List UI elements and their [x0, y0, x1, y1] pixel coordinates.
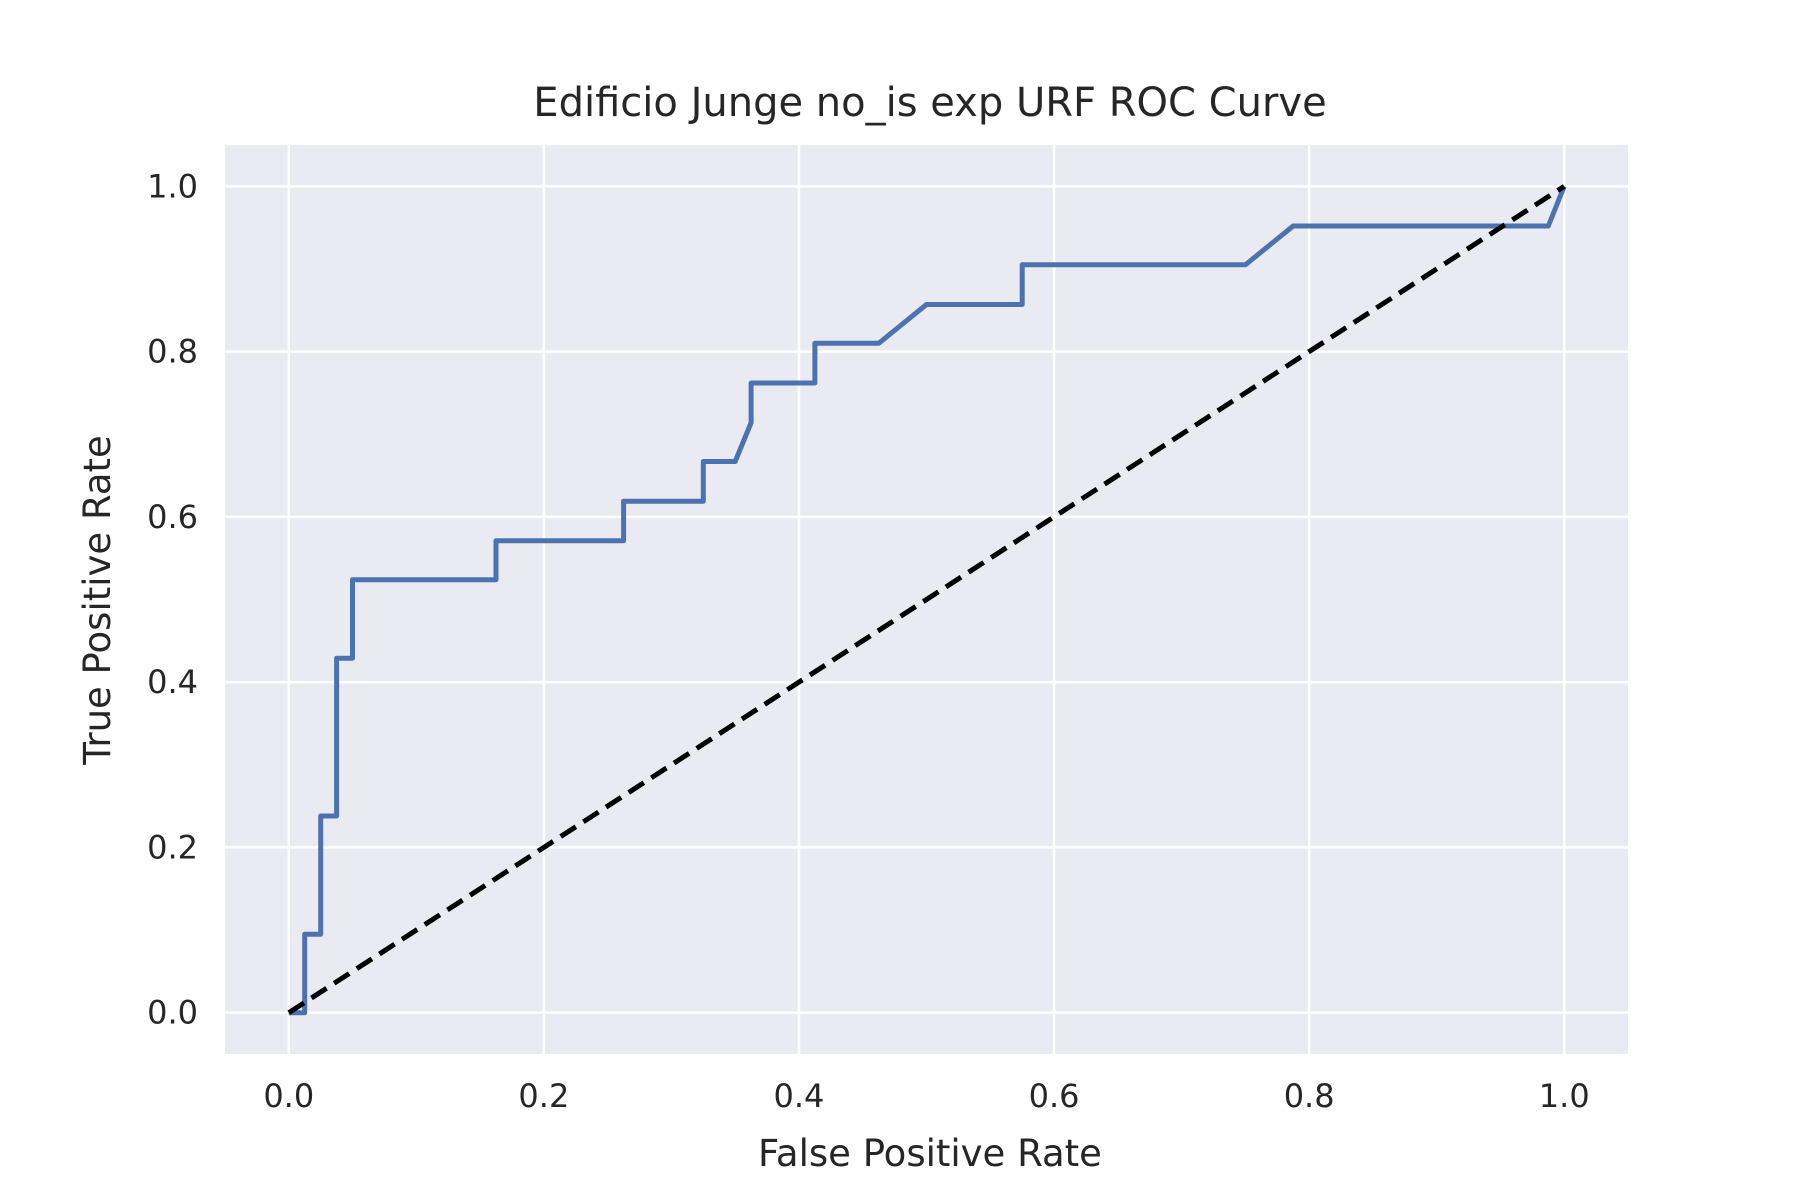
x-tick-label: 0.2 — [518, 1077, 569, 1115]
x-tick-label: 0.0 — [263, 1077, 314, 1115]
y-tick-label: 0.2 — [147, 828, 198, 866]
y-tick-labels: 0.0 0.2 0.4 0.6 0.8 1.0 — [147, 167, 198, 1031]
x-tick-label: 0.6 — [1029, 1077, 1080, 1115]
y-tick-label: 0.4 — [147, 663, 198, 701]
y-axis-label: True Positive Rate — [76, 435, 119, 766]
x-tick-label: 0.8 — [1284, 1077, 1335, 1115]
roc-curve-line — [288, 185, 1567, 1016]
y-tick-label: 0.0 — [147, 994, 198, 1032]
y-tick-label: 0.6 — [147, 498, 198, 536]
x-tick-labels: 0.0 0.2 0.4 0.6 0.8 1.0 — [263, 1077, 1589, 1115]
x-tick-label: 0.4 — [774, 1077, 825, 1115]
y-tick-label: 1.0 — [147, 167, 198, 205]
chart-title: Edificio Junge no_is exp URF ROC Curve — [533, 80, 1326, 126]
x-tick-label: 1.0 — [1539, 1077, 1590, 1115]
plot-lines — [287, 184, 1567, 1016]
y-grid — [225, 185, 1628, 1014]
x-axis-label: False Positive Rate — [758, 1132, 1102, 1175]
x-grid — [287, 145, 1566, 1054]
y-tick-label: 0.8 — [147, 333, 198, 371]
diagonal-reference-line — [287, 184, 1566, 1015]
